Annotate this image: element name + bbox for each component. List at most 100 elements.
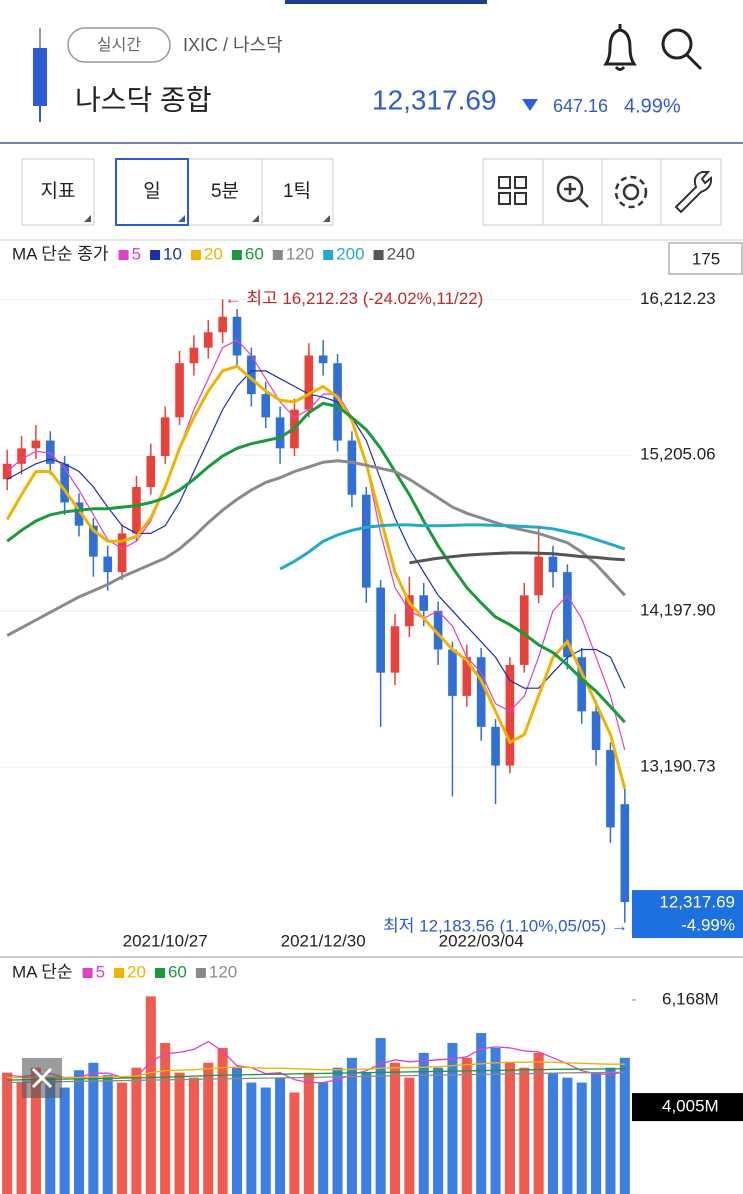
corner-mark	[323, 215, 330, 222]
volume-bar	[2, 1072, 13, 1194]
volume-bar	[188, 1077, 199, 1194]
zoom-button[interactable]	[542, 158, 603, 226]
button-label: 1틱	[283, 180, 311, 202]
candle-body	[505, 664, 515, 766]
last-price-label: 12,317.69	[659, 893, 735, 912]
x-tick-label: 2021/10/27	[123, 931, 208, 950]
candle-body	[218, 316, 227, 333]
y-tick-label: 4,005M	[662, 1097, 719, 1116]
price-plot	[0, 298, 632, 923]
candle-body	[433, 610, 443, 650]
legend-swatch	[190, 250, 201, 260]
wrench-icon	[674, 171, 713, 214]
legend-label: 5	[96, 962, 105, 981]
period-button[interactable]	[187, 158, 263, 226]
legend-swatch	[118, 250, 129, 260]
gear-icon	[614, 175, 648, 209]
ma-line	[5, 364, 627, 790]
candle-body	[390, 626, 400, 673]
realtime-pill[interactable]	[67, 27, 171, 63]
volume-bar	[203, 1062, 214, 1194]
volume-bar	[619, 1057, 630, 1194]
legend-label: 10	[163, 244, 182, 263]
button-label: 5분	[211, 181, 239, 202]
volume-bar	[16, 1082, 27, 1194]
candle-body	[89, 525, 98, 557]
volume-bar	[404, 1077, 415, 1194]
volume-bar	[289, 1092, 300, 1194]
y-tick-label: 15,205.06	[640, 445, 716, 464]
candle-body	[563, 572, 572, 658]
legend-swatch	[154, 968, 165, 978]
legend-label: 20	[204, 244, 223, 263]
candle-body	[132, 486, 141, 534]
candle-body	[74, 502, 84, 526]
bell-icon[interactable]	[603, 24, 637, 71]
ma-line	[409, 551, 625, 565]
x-tick-label: 2021/12/30	[281, 931, 366, 950]
volume-bar	[576, 1082, 587, 1194]
candle-body	[189, 347, 199, 364]
indicator-button[interactable]	[21, 158, 95, 226]
volume-bar	[490, 1047, 501, 1194]
volume-bar	[533, 1052, 544, 1194]
y-tick-label: 14,197.90	[640, 601, 716, 620]
layout-button[interactable]	[482, 158, 544, 226]
candle-body	[146, 456, 156, 487]
volume-bar	[504, 1062, 515, 1194]
legend-label: 60	[168, 962, 187, 981]
header: 실시간 IXIC / 나스닥 나스닥 종합 12,317.69 647.16 4…	[33, 24, 703, 122]
volume-bar	[519, 1067, 530, 1194]
close-icon	[31, 1067, 53, 1089]
candle-body	[17, 448, 26, 464]
symbol-path: IXIC / 나스닥	[183, 35, 283, 55]
candle-body	[160, 417, 170, 457]
y-tick-label: 16,212.23	[640, 289, 716, 308]
ma-line	[6, 370, 626, 689]
legend-label: 120	[286, 244, 314, 263]
volume-bar	[461, 1057, 472, 1194]
volume-plot	[2, 996, 630, 1194]
candle-body	[534, 556, 543, 596]
index-title: 나스닥 종합	[75, 84, 212, 115]
candle-body	[2, 463, 12, 480]
realtime-label: 실시간	[97, 36, 141, 54]
volume-bar	[145, 996, 156, 1194]
legend-swatch	[231, 250, 242, 260]
volume-bar	[88, 1062, 99, 1194]
search-icon[interactable]	[661, 28, 703, 71]
period-button[interactable]	[261, 158, 334, 226]
volume-bar	[476, 1033, 487, 1194]
candle-body	[462, 657, 472, 696]
legend-label: 200	[336, 244, 364, 263]
volume-bar	[303, 1072, 314, 1194]
volume-bar	[591, 1072, 602, 1194]
legend-label: 240	[387, 244, 415, 263]
legend-swatch	[373, 250, 384, 260]
volume-bar	[160, 1042, 171, 1194]
volume-bar	[332, 1067, 343, 1194]
candle-body	[347, 440, 357, 495]
candle-body	[419, 595, 429, 611]
grid-icon	[498, 176, 527, 205]
candle-body	[548, 556, 558, 573]
x-tick-label: 2022/03/04	[439, 931, 524, 950]
period-button-selected[interactable]	[115, 158, 189, 226]
candle-body	[261, 394, 271, 418]
legend-label: 120	[209, 962, 237, 981]
volume-ma-line	[7, 1071, 625, 1084]
corner-mark	[84, 215, 91, 222]
count-box[interactable]	[668, 242, 743, 275]
volume-bar	[131, 1067, 142, 1194]
legend-swatch	[323, 250, 334, 260]
legend-swatch	[272, 250, 283, 260]
volume-bar	[547, 1072, 559, 1194]
legend-title: MA 단순	[12, 962, 73, 981]
ma-line	[279, 523, 626, 571]
candle-body	[45, 440, 55, 464]
candle-body	[376, 587, 385, 673]
volume-bar	[275, 1077, 286, 1194]
ma-line	[6, 401, 626, 724]
settings-button[interactable]	[601, 158, 662, 226]
